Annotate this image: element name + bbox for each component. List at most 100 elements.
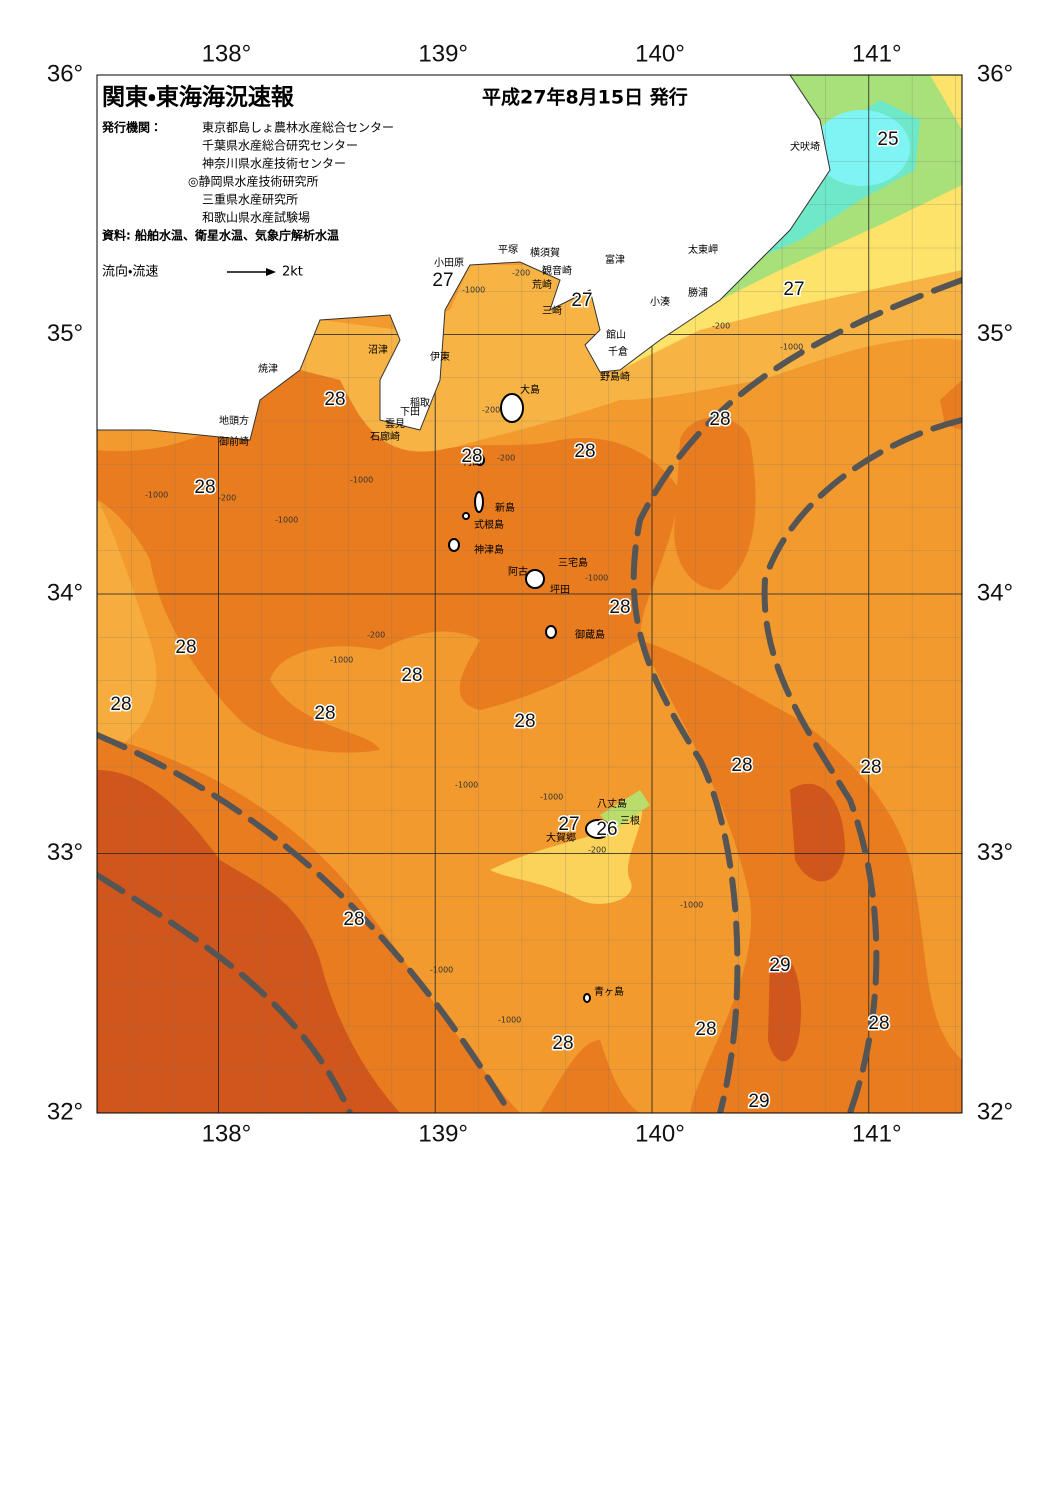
place-name: 犬吠埼 — [790, 140, 820, 153]
current-line — [97, 872, 353, 1113]
lon-tick-label: 139° — [418, 1120, 468, 1147]
place-name: 新島 — [495, 501, 515, 514]
islands — [448, 393, 611, 1003]
depth-label: -1000 — [680, 901, 703, 910]
lat-tick-label: 35° — [47, 320, 83, 347]
temperature-label: 28 — [175, 637, 196, 658]
depth-label: -1000 — [350, 476, 373, 485]
agency: 東京都島しょ農林水産総合センター — [202, 120, 394, 135]
current-axes — [97, 277, 962, 1113]
cool-zone — [490, 800, 643, 904]
issue-date: 平成27年8月15日 発行 — [482, 86, 688, 109]
place-name: 平塚 — [498, 244, 518, 256]
temperature-label: 28 — [194, 477, 215, 498]
lat-tick-label: 36° — [977, 60, 1013, 87]
hot-zone — [97, 770, 400, 1113]
temperature-label: 28 — [401, 665, 422, 686]
lon-tick-label: 140° — [635, 40, 685, 67]
place-name: 阿古 — [508, 565, 528, 578]
temperature-label: 28 — [461, 446, 482, 467]
place-name: 御蔵島 — [575, 628, 605, 641]
agency-list: 東京都島しょ農林水産総合センター千葉県水産総合研究センター神奈川県水産技術センタ… — [188, 120, 394, 225]
agency-label: 発行機関： — [101, 120, 162, 135]
agency: 三重県水産研究所 — [202, 193, 298, 207]
map-frame — [96, 74, 963, 1114]
warm-light-zone — [97, 430, 157, 760]
agency: 和歌山県水産試験場 — [202, 210, 310, 225]
place-name: 太東岬 — [688, 243, 718, 256]
place-name: 観音崎 — [542, 264, 572, 277]
place-name: 千倉 — [608, 346, 628, 358]
lon-tick-label: 141° — [852, 40, 902, 67]
island — [585, 819, 611, 839]
legend-label: 流向・流速 — [102, 264, 158, 280]
depth-label: -1000 — [455, 781, 478, 790]
place-name: 石廊崎 — [370, 430, 400, 443]
depth-label: -200 — [497, 454, 515, 463]
temperature-label: 28 — [314, 703, 335, 724]
warm-zone — [640, 640, 962, 1113]
agency: 千葉県水産総合研究センター — [202, 138, 358, 153]
current-line — [97, 732, 513, 1113]
lon-tick-label: 140° — [635, 1120, 685, 1147]
depth-label: -200 — [482, 406, 500, 415]
temperature-label: 28 — [343, 909, 364, 930]
temperature-label: 25 — [877, 129, 898, 150]
lon-tick-label: 141° — [852, 1120, 902, 1147]
temperature-label: 27 — [558, 814, 579, 835]
place-name: 青ヶ島 — [594, 985, 624, 998]
temperature-label: 26 — [596, 819, 617, 840]
depth-label: -1000 — [462, 286, 485, 295]
place-name: 伊東 — [430, 350, 450, 363]
temperature-label: 28 — [609, 597, 630, 618]
temperature-label: 28 — [709, 409, 730, 430]
place-name: 野島崎 — [600, 370, 630, 383]
depth-label: -1000 — [585, 574, 608, 583]
lat-tick-label: 33° — [977, 839, 1013, 866]
lat-tick-label: 36° — [47, 60, 83, 87]
depth-label: -1000 — [540, 793, 563, 802]
place-name: 富津 — [605, 253, 625, 266]
ne-coldest-zone — [814, 110, 910, 186]
lat-tick-label: 32° — [977, 1098, 1013, 1125]
place-name: 三宅島 — [558, 556, 588, 569]
place-name: 式根島 — [474, 518, 504, 531]
agency: ◎静岡県水産技術研究所 — [188, 174, 318, 189]
lon-tick-label: 138° — [202, 1120, 252, 1147]
place-name: 横須賀 — [530, 246, 560, 259]
lat-tick-label: 34° — [47, 579, 83, 606]
source: 資料: 船舶水温、衛星水温、気象庁解析水温 — [102, 228, 339, 243]
place-name: 八丈島 — [597, 797, 627, 810]
place-name: 館山 — [606, 328, 626, 341]
temperature-label: 28 — [574, 441, 595, 462]
place-name: 大賀郷 — [546, 831, 576, 844]
place-name: 地頭方 — [219, 414, 249, 427]
place-name: 利島 — [462, 455, 482, 468]
title: 関東・東海海況速報 — [102, 84, 295, 111]
cold-zone — [600, 790, 650, 830]
island — [583, 993, 591, 1003]
temperature-label: 28 — [868, 1013, 889, 1034]
place-name: 坪田 — [550, 583, 570, 596]
lat-tick-label: 33° — [47, 839, 83, 866]
current-line — [630, 277, 962, 1113]
temperature-label: 28 — [552, 1033, 573, 1054]
depth-label: -200 — [712, 322, 730, 331]
island — [462, 512, 470, 520]
agency: 神奈川県水産技術センター — [202, 156, 346, 171]
place-name: 大島 — [520, 383, 540, 396]
temperature-label: 28 — [514, 711, 535, 732]
place-name: 勝浦 — [688, 286, 708, 299]
warm-zone — [97, 370, 680, 753]
island — [525, 569, 545, 589]
place-name: 稲取 — [410, 397, 430, 409]
place-name: 神津島 — [474, 543, 504, 556]
temperature-label: 28 — [695, 1019, 716, 1040]
warm-zone — [940, 380, 962, 430]
lat-tick-label: 32° — [47, 1098, 83, 1125]
depth-label: -1000 — [430, 966, 453, 975]
lon-tick-label: 139° — [418, 40, 468, 67]
place-name: 小田原 — [434, 257, 464, 269]
place-name: 荒崎 — [532, 278, 552, 291]
